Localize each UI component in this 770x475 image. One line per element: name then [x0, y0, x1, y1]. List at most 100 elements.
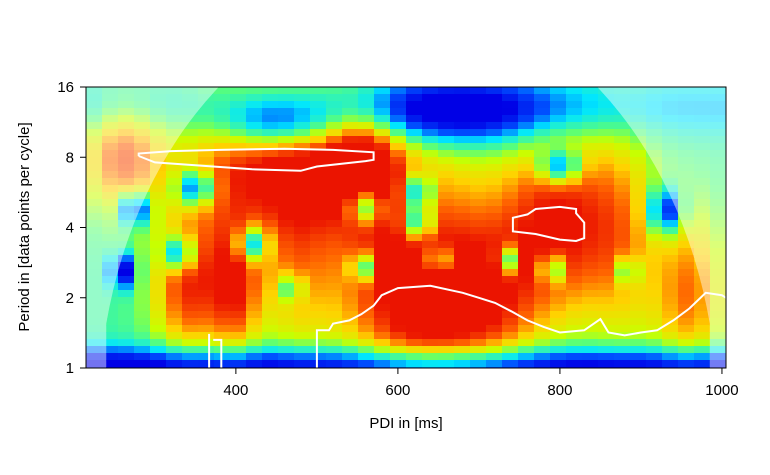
heatmap-cell [198, 108, 215, 116]
heatmap-cell [278, 220, 295, 228]
heatmap-cell [86, 346, 103, 354]
heatmap-cell [486, 269, 503, 277]
heatmap-cell [630, 332, 647, 340]
heatmap-cell [358, 318, 375, 326]
heatmap-cell [358, 122, 375, 130]
heatmap-cell [374, 206, 391, 214]
heatmap-cell [694, 346, 710, 354]
heatmap-cell [518, 311, 535, 319]
heatmap-cell [662, 290, 679, 298]
heatmap-cell [534, 178, 551, 186]
heatmap-cell [646, 234, 663, 242]
heatmap-cell [678, 318, 695, 326]
heatmap-cell [246, 192, 263, 200]
heatmap-cell [598, 185, 615, 193]
heatmap-cell [342, 171, 359, 179]
heatmap-cell [198, 248, 215, 256]
heatmap-cell [486, 360, 503, 368]
heatmap-cell [214, 178, 231, 186]
heatmap-cell [182, 353, 199, 361]
heatmap-cell [502, 185, 519, 193]
heatmap-cell [630, 157, 647, 165]
heatmap-cell [406, 339, 423, 347]
heatmap-cell [486, 255, 503, 263]
heatmap-cell [102, 178, 119, 186]
heatmap-cell [646, 346, 663, 354]
heatmap-cell [246, 297, 263, 305]
heatmap-cell [358, 129, 375, 137]
heatmap-cell [582, 262, 599, 270]
heatmap-cell [102, 297, 119, 305]
heatmap-cell [198, 360, 215, 368]
heatmap-cell [198, 353, 215, 361]
heatmap-cell [294, 297, 311, 305]
heatmap-cell [470, 213, 487, 221]
heatmap-cell [646, 164, 663, 172]
heatmap-cell [518, 185, 535, 193]
heatmap-cell [598, 276, 615, 284]
heatmap-cell [310, 360, 327, 368]
heatmap-cell [470, 143, 487, 151]
heatmap-cell [486, 192, 503, 200]
heatmap-cell [102, 115, 119, 123]
heatmap-cell [198, 325, 215, 333]
heatmap-cell [454, 87, 471, 95]
heatmap-cell [518, 192, 535, 200]
heatmap-cell [118, 339, 135, 347]
heatmap-cell [470, 122, 487, 130]
heatmap-cell [438, 122, 455, 130]
heatmap-cell [486, 94, 503, 102]
heatmap-cell [182, 234, 199, 242]
heatmap-cell [118, 290, 135, 298]
heatmap-cell [166, 157, 183, 165]
heatmap-cell [102, 213, 119, 221]
heatmap-cell [278, 171, 295, 179]
heatmap-cell [486, 206, 503, 214]
heatmap-cell [182, 192, 199, 200]
heatmap-cell [262, 255, 279, 263]
heatmap-cell [262, 325, 279, 333]
heatmap-cell [534, 262, 551, 270]
heatmap-cell [150, 255, 167, 263]
heatmap-cell [694, 332, 710, 340]
heatmap-cell [710, 220, 726, 228]
heatmap-cell [182, 94, 199, 102]
heatmap-cell [358, 206, 375, 214]
heatmap-cell [406, 171, 423, 179]
heatmap-cell [278, 136, 295, 144]
heatmap-cell [582, 94, 599, 102]
heatmap-cell [150, 241, 167, 249]
heatmap-cell [358, 262, 375, 270]
heatmap-cell [502, 262, 519, 270]
heatmap-cell [182, 122, 199, 130]
heatmap-cell [470, 115, 487, 123]
heatmap-cell [662, 255, 679, 263]
heatmap-cell [182, 199, 199, 207]
significance-contour [137, 147, 375, 172]
heatmap-cell [230, 276, 247, 284]
heatmap-cell [246, 290, 263, 298]
heatmap-cell [662, 185, 679, 193]
heatmap-cell [646, 171, 663, 179]
heatmap-cell [374, 360, 391, 368]
heatmap-cell [566, 269, 583, 277]
heatmap-cell [326, 164, 343, 172]
heatmap-cell [582, 150, 599, 158]
heatmap-cell [678, 346, 695, 354]
heatmap-cell [342, 248, 359, 256]
heatmap-cell [646, 136, 663, 144]
heatmap-cell [246, 248, 263, 256]
heatmap-cell [214, 262, 231, 270]
heatmap-cell [198, 234, 215, 242]
heatmap-cell [230, 171, 247, 179]
heatmap-cell [406, 248, 423, 256]
heatmap-cell [246, 185, 263, 193]
heatmap-cell [166, 360, 183, 368]
heatmap-cell [198, 283, 215, 291]
heatmap-cell [518, 332, 535, 340]
heatmap-cell [630, 213, 647, 221]
heatmap-cell [438, 318, 455, 326]
heatmap-cell [438, 94, 455, 102]
heatmap-cell [246, 87, 263, 95]
heatmap-cell [102, 108, 119, 116]
